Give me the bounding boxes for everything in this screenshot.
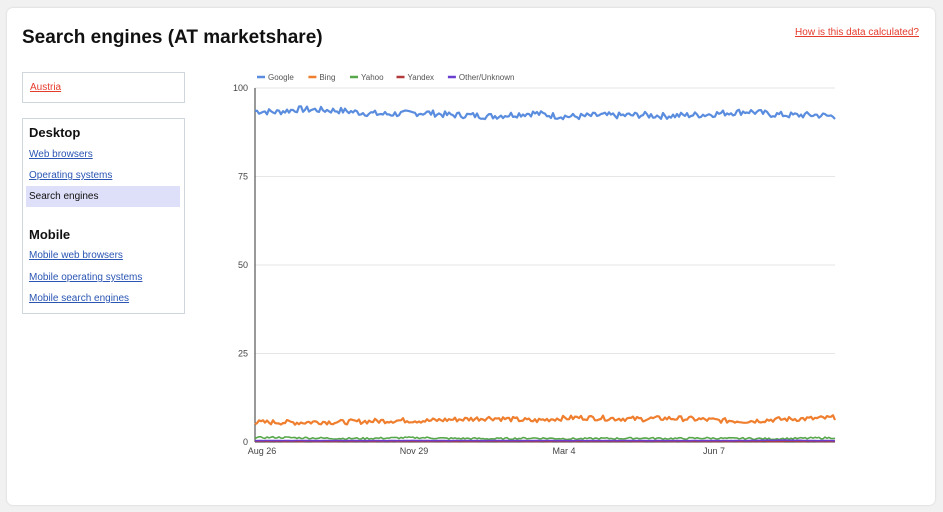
legend-label-4: Other/Unknown (459, 73, 515, 82)
nav-link-mobile-web-browsers[interactable]: Mobile web browsers (29, 250, 123, 261)
y-tick-label: 50 (238, 260, 248, 270)
x-tick-label: Jun 7 (703, 446, 725, 456)
how-calculated-link[interactable]: How is this data calculated? (795, 27, 919, 38)
x-tick-label: Nov 29 (400, 446, 429, 456)
country-box: Austria (22, 72, 185, 103)
platform-nav: Desktop Web browsers Operating systems S… (22, 118, 185, 314)
legend-label-0: Google (268, 73, 294, 82)
desktop-heading: Desktop (29, 125, 81, 140)
nav-item-search-engines-active[interactable]: Search engines (26, 186, 180, 207)
series-line-bing (254, 414, 837, 426)
nav-link-web-browsers[interactable]: Web browsers (29, 149, 93, 160)
mobile-heading: Mobile (29, 227, 71, 242)
legend-label-1: Bing (319, 73, 335, 82)
nav-item-search-engines-label: Search engines (29, 191, 99, 202)
country-link[interactable]: Austria (30, 82, 62, 93)
legend-label-3: Yandex (408, 73, 435, 82)
nav-link-mobile-search-engines[interactable]: Mobile search engines (29, 293, 130, 304)
series-line-google (254, 105, 836, 121)
y-tick-label: 0 (243, 437, 248, 447)
x-tick-label: Aug 26 (248, 446, 277, 456)
page-title: Search engines (AT marketshare) (22, 27, 323, 48)
y-tick-label: 100 (233, 83, 248, 93)
nav-link-operating-systems[interactable]: Operating systems (29, 170, 113, 181)
series-line-yahoo (254, 435, 836, 441)
legend-label-2: Yahoo (361, 73, 384, 82)
x-tick-label: Mar 4 (552, 446, 575, 456)
y-tick-label: 25 (238, 349, 248, 359)
nav-link-mobile-operating-systems[interactable]: Mobile operating systems (29, 272, 143, 283)
series-line-other-unknown (254, 439, 836, 442)
y-tick-label: 75 (238, 172, 248, 182)
